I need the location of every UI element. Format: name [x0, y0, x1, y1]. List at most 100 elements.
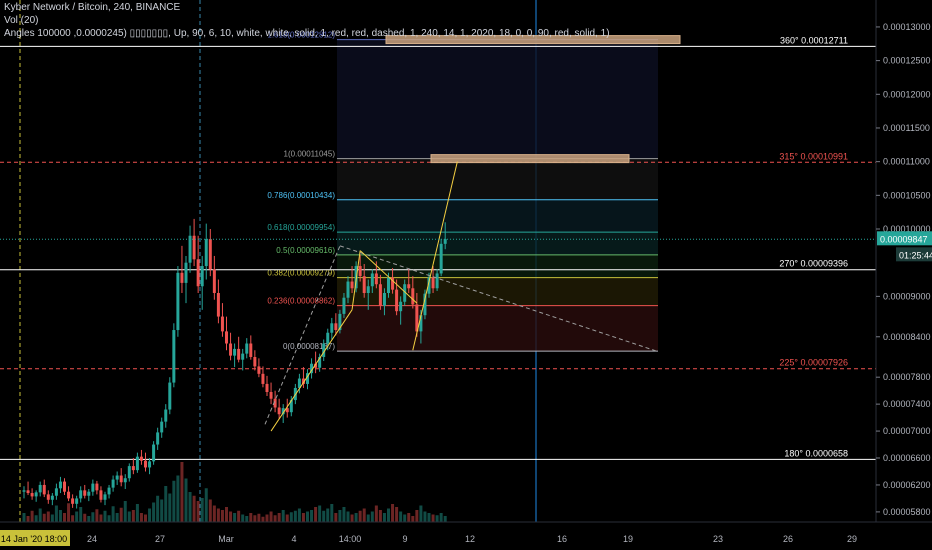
candle-body: [87, 491, 91, 496]
volume-bar: [87, 516, 91, 522]
volume-bar: [237, 510, 241, 522]
volume-bar: [346, 511, 350, 522]
volume-bar: [269, 511, 273, 522]
candle-body: [172, 330, 176, 383]
fib-level-label: 0.5(0.00009616): [276, 246, 335, 255]
candle-body: [131, 466, 135, 471]
candle-body: [265, 383, 269, 393]
time-tick-label: 16: [557, 534, 567, 544]
candle-body: [395, 289, 399, 312]
candle-body: [407, 284, 411, 289]
volume-bar: [107, 515, 111, 522]
volume-bar: [164, 486, 168, 522]
candle-body: [245, 343, 249, 354]
candle-body: [301, 378, 305, 384]
candle-body: [26, 490, 30, 494]
volume-bar: [38, 508, 42, 522]
trendline: [351, 250, 361, 310]
candle-body: [115, 475, 119, 480]
volume-bar: [382, 513, 386, 522]
candle-body: [358, 266, 362, 277]
volume-bar: [160, 499, 164, 522]
time-tick-label: 12: [465, 534, 475, 544]
fib-band: [337, 199, 658, 233]
volume-bar: [297, 508, 301, 522]
candle-body: [415, 304, 419, 332]
volume-bar: [127, 511, 131, 522]
candle-body: [241, 353, 245, 360]
volume-bar: [443, 516, 447, 522]
candle-body: [330, 323, 334, 333]
volume-bar: [395, 507, 399, 522]
price-tick-label: 0.00011500: [883, 123, 930, 133]
candle-body: [399, 301, 403, 312]
candle-body: [443, 239, 447, 244]
candle-body: [391, 277, 395, 290]
candle-body: [378, 284, 382, 306]
current-price-label: 0.00009847: [880, 234, 928, 244]
volume-bar: [354, 513, 358, 522]
symbol-title: Kyber Network / Bitcoin, 240, BINANCE: [4, 2, 181, 13]
time-cursor-badge: [0, 530, 70, 546]
candle-body: [233, 348, 237, 356]
volume-bar: [314, 507, 318, 522]
volume-bar: [378, 510, 382, 522]
price-tick-label: 0.00011000: [883, 157, 930, 167]
candle-body: [350, 281, 354, 289]
price-tick-label: 0.00008400: [883, 332, 931, 342]
candle-body: [403, 284, 407, 302]
candle-body: [54, 488, 58, 496]
volume-bar: [180, 462, 184, 522]
fib-level-label: 0(0.00008187): [283, 342, 335, 351]
volume-bar: [119, 507, 123, 522]
volume-bar: [196, 501, 200, 522]
volume-bar: [176, 475, 180, 522]
fib-band: [337, 39, 658, 159]
volume-bar: [115, 513, 119, 522]
candle-body: [46, 494, 50, 500]
volume-bar: [184, 478, 188, 522]
volume-bar: [212, 505, 216, 522]
price-tick-label: 0.00005800: [883, 507, 931, 517]
candle-body: [135, 456, 139, 471]
candle-body: [314, 363, 318, 368]
candle-body: [306, 373, 309, 384]
fib-level-label: 1(0.00011045): [284, 150, 336, 159]
candle-body: [63, 481, 66, 492]
candle-body: [111, 479, 115, 488]
fib-band: [337, 158, 658, 200]
candle-body: [208, 239, 212, 270]
fib-level-label: 0.236(0.00008862): [267, 297, 335, 306]
candle-body: [322, 343, 326, 357]
trendline: [412, 161, 458, 351]
price-tick-label: 0.00006200: [883, 480, 931, 490]
volume-bar: [362, 508, 366, 522]
volume-bar: [330, 504, 334, 522]
volume-bar: [439, 513, 443, 522]
angle-level-label: 360° 0.00012711: [780, 35, 848, 45]
candle-body: [338, 313, 342, 331]
candle-body: [237, 348, 241, 360]
volume-bar: [281, 510, 285, 522]
volume-bar: [387, 508, 390, 522]
candle-body: [184, 262, 188, 283]
candle-body: [204, 239, 208, 267]
candle-body: [103, 494, 107, 500]
volume-bar: [139, 513, 143, 522]
volume-bar: [423, 511, 427, 522]
price-tick-label: 0.00007800: [883, 372, 931, 382]
volume-bar: [310, 510, 314, 522]
volume-bar: [411, 516, 415, 522]
volume-bar: [261, 516, 265, 522]
candle-body: [370, 273, 374, 287]
candle-body: [192, 235, 196, 260]
volume-bar: [188, 492, 192, 522]
volume-bar: [50, 514, 54, 522]
volume-bar: [111, 506, 115, 522]
trendline: [270, 309, 353, 432]
candle-body: [212, 269, 216, 293]
volume-bar: [71, 515, 75, 522]
volume-bar: [277, 513, 281, 522]
candle-body: [176, 272, 180, 331]
